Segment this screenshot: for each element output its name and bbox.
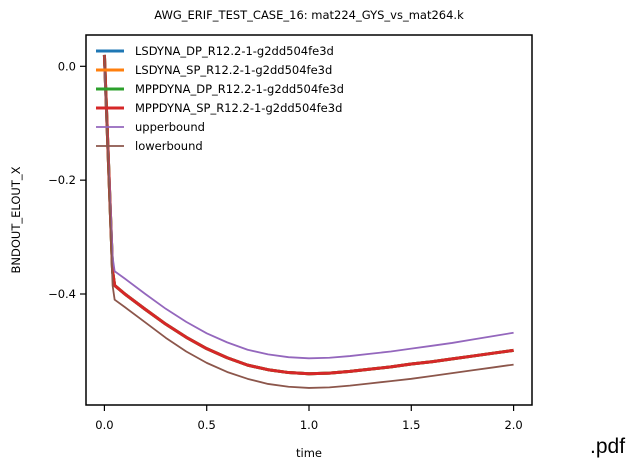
series-lines [102,54,514,389]
legend-label: MPPDYNA_SP_R12.2-1-g2dd504fe3d [135,101,342,115]
legend-label: MPPDYNA_DP_R12.2-1-g2dd504fe3d [135,82,344,96]
x-tick-label: 1.5 [402,418,420,432]
legend: LSDYNA_DP_R12.2-1-g2dd504fe3d LSDYNA_SP_R… [96,44,344,153]
chart-title: AWG_ERIF_TEST_CASE_16: mat224_GYS_vs_mat… [154,8,464,22]
x-tick-label: 0.5 [198,418,216,432]
series-line-5 [103,54,514,389]
y-tick-label: 0.0 [58,59,76,73]
legend-label: LSDYNA_SP_R12.2-1-g2dd504fe3d [135,63,332,77]
series-line-4 [103,66,514,360]
x-tick-label: 0.0 [95,418,113,432]
y-axis-ticks: 0.0 −0.2 −0.4 [48,59,86,301]
x-tick-label: 1.0 [300,418,318,432]
legend-label: lowerbound [135,139,203,153]
legend-label: upperbound [135,120,205,134]
x-axis-ticks: 0.0 0.5 1.0 1.5 2.0 [95,405,523,432]
x-axis-label: time [296,446,322,460]
x-tick-label: 2.0 [504,418,522,432]
y-tick-label: −0.2 [48,173,76,187]
legend-label: LSDYNA_DP_R12.2-1-g2dd504fe3d [135,44,334,58]
y-tick-label: −0.4 [48,287,76,301]
y-axis-label: BNDOUT_ELOUT_X [9,166,23,273]
pdf-label: .pdf [590,435,626,458]
series-line-3 [102,54,514,376]
